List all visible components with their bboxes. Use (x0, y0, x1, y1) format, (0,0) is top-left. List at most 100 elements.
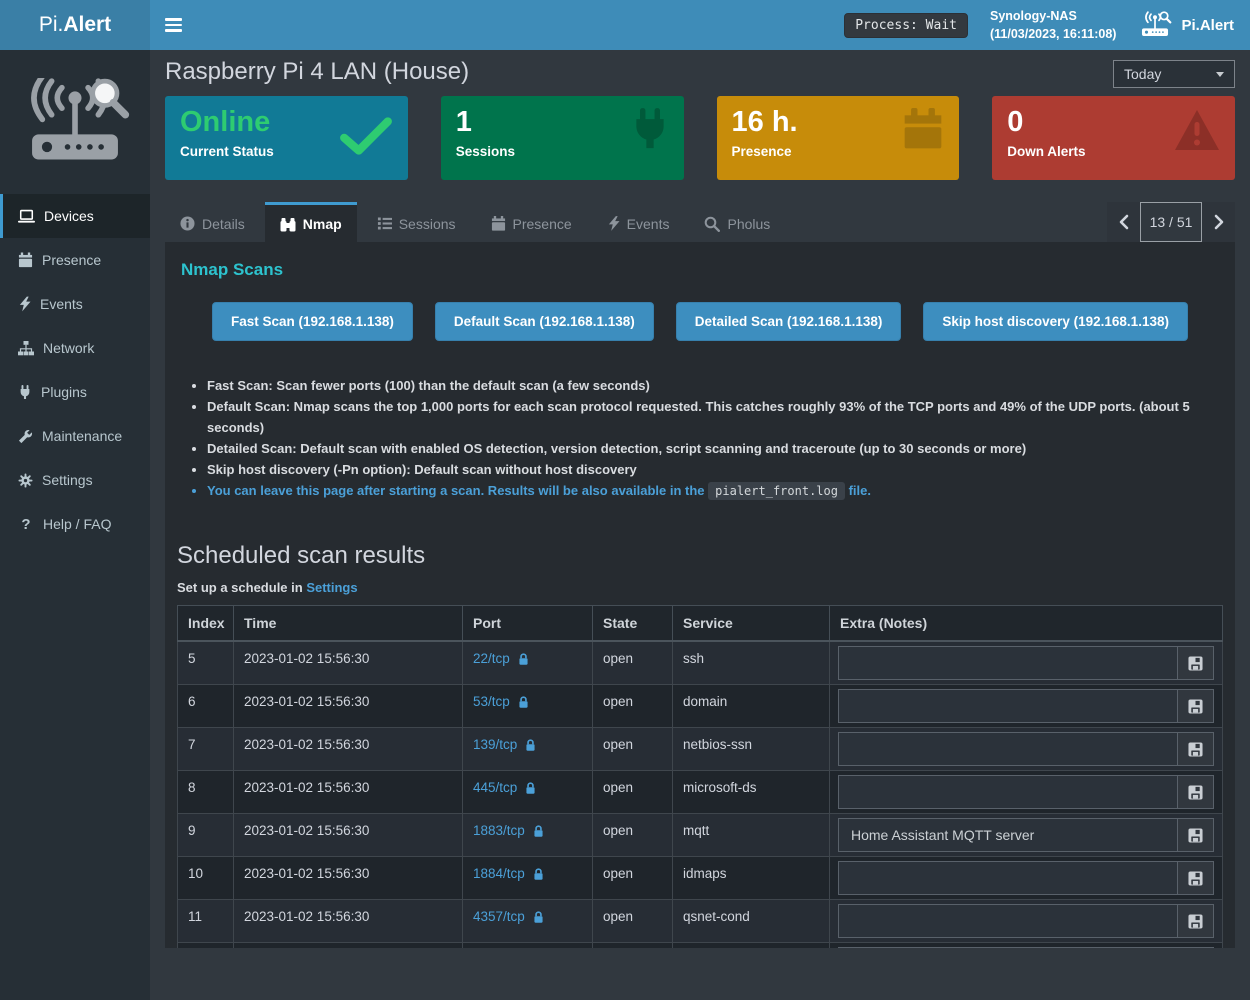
gear-icon (18, 472, 33, 488)
sidebar-item-devices[interactable]: Devices (0, 194, 150, 238)
sidebar-item-label: Maintenance (42, 428, 123, 444)
cell-time: 2023-01-02 15:56:30 (233, 684, 463, 728)
search-icon (705, 216, 721, 232)
pagination-position: 13 / 51 (1140, 202, 1202, 242)
port-link[interactable]: 53/tcp (473, 694, 530, 709)
sidebar-item-events[interactable]: Events (0, 282, 150, 326)
scan-note: Default Scan: Nmap scans the top 1,000 p… (207, 396, 1223, 438)
status-cards: Online Current Status 1 Sessions 16 h. P… (165, 96, 1235, 180)
port-link[interactable]: 1884/tcp (473, 866, 545, 881)
scheduled-results-title: Scheduled scan results (177, 542, 426, 569)
skip-host-discovery-button[interactable]: Skip host discovery (192.168.1.138) (923, 302, 1188, 341)
cell-index: 11 (177, 899, 234, 943)
cell-service: domain (672, 684, 830, 728)
cell-index: 12 (177, 942, 234, 948)
sidebar-item-maintenance[interactable]: Maintenance (0, 414, 150, 458)
cell-note (829, 813, 1223, 857)
save-note-button[interactable] (1177, 819, 1213, 851)
cell-index: 7 (177, 727, 234, 771)
device-tabs: Details Nmap Sessions Presence Events Ph… (165, 202, 1235, 242)
note-input[interactable] (839, 905, 1177, 937)
header-app-brand: Pi.Alert (1138, 10, 1234, 40)
calendar-icon (904, 108, 942, 149)
save-note-button[interactable] (1177, 690, 1213, 722)
port-link[interactable]: 22/tcp (473, 651, 530, 666)
note-input[interactable] (839, 733, 1177, 765)
note-input[interactable] (839, 776, 1177, 808)
save-note-button[interactable] (1177, 776, 1213, 808)
note-input[interactable] (839, 690, 1177, 722)
period-select[interactable]: Today (1113, 60, 1235, 88)
note-input[interactable] (839, 862, 1177, 894)
port-link[interactable]: 1883/tcp (473, 823, 545, 838)
card-current-status: Online Current Status (165, 96, 408, 180)
save-note-button[interactable] (1177, 862, 1213, 894)
fast-scan-button[interactable]: Fast Scan (192.168.1.138) (212, 302, 413, 341)
sidebar-item-presence[interactable]: Presence (0, 238, 150, 282)
lock-icon (526, 781, 535, 794)
binoculars-icon (280, 217, 296, 231)
cell-port: 4384/tcp (462, 942, 593, 948)
port-link[interactable]: 139/tcp (473, 737, 537, 752)
card-label: Current Status (180, 144, 274, 160)
card-value: 0 (1007, 106, 1024, 138)
log-hint-suffix: file. (844, 483, 871, 498)
note-input-group (838, 818, 1214, 852)
nas-timestamp: (11/03/2023, 16:11:08) (989, 27, 1117, 41)
sidebar-item-help[interactable]: ? Help / FAQ (0, 502, 150, 546)
cell-port: 22/tcp (462, 640, 593, 685)
cell-service: mqtt (672, 813, 830, 857)
tab-label: Sessions (398, 215, 456, 232)
sidebar-item-settings[interactable]: Settings (0, 458, 150, 502)
port-link[interactable]: 4357/tcp (473, 909, 545, 924)
table-header-row: Index Time Port State Service Extra (Not… (177, 605, 1223, 642)
nmap-tab-panel: Nmap Scans Fast Scan (192.168.1.138) Def… (165, 242, 1235, 948)
note-input[interactable] (839, 647, 1177, 679)
sidebar-item-label: Settings (42, 472, 93, 488)
note-input[interactable] (839, 819, 1177, 851)
prev-device-button[interactable] (1107, 202, 1140, 242)
tab-sessions[interactable]: Sessions (362, 202, 471, 242)
sidebar-item-plugins[interactable]: Plugins (0, 370, 150, 414)
save-icon (1188, 655, 1203, 671)
cell-time: 2023-01-02 15:56:30 (233, 856, 463, 900)
sidebar-menu: Devices Presence Events Network Plugins … (0, 194, 150, 546)
tab-events[interactable]: Events (592, 202, 685, 242)
cell-note (829, 942, 1223, 948)
save-note-button[interactable] (1177, 733, 1213, 765)
settings-link[interactable]: Settings (306, 580, 358, 595)
col-header-time: Time (233, 605, 463, 642)
tab-nmap[interactable]: Nmap (264, 202, 357, 242)
tab-presence[interactable]: Presence (476, 202, 587, 242)
next-device-button[interactable] (1202, 202, 1235, 242)
menu-icon[interactable] (150, 0, 196, 50)
sidebar-item-network[interactable]: Network (0, 326, 150, 370)
port-link[interactable]: 445/tcp (473, 780, 537, 795)
port-number: 53/tcp (473, 694, 510, 709)
default-scan-button[interactable]: Default Scan (192.168.1.138) (434, 302, 654, 341)
scan-notes: Fast Scan: Scan fewer ports (100) than t… (207, 375, 1223, 502)
brand-suffix: Alert (63, 13, 112, 36)
chevron-right-icon (1214, 214, 1223, 230)
detailed-scan-button[interactable]: Detailed Scan (192.168.1.138) (675, 302, 902, 341)
table-row: 5 2023-01-02 15:56:30 22/tcp open ssh (177, 640, 1223, 685)
table-row: 9 2023-01-02 15:56:30 1883/tcp open mqtt (177, 813, 1223, 857)
tab-details[interactable]: Details (165, 202, 260, 242)
sidebar-item-label: Help / FAQ (43, 516, 112, 532)
save-note-button[interactable] (1177, 905, 1213, 937)
save-icon (1188, 913, 1203, 929)
scan-note: Fast Scan: Scan fewer ports (100) than t… (207, 375, 1223, 396)
sidebar-item-label: Network (43, 340, 95, 356)
card-sessions: 1 Sessions (440, 96, 684, 180)
tab-pholus[interactable]: Pholus (689, 202, 785, 242)
top-header: Pi. Alert Process: Wait Synology-NAS (11/… (0, 0, 1250, 50)
note-input-group (838, 689, 1214, 723)
cell-service: ssh (672, 640, 830, 685)
app-logo[interactable]: Pi. Alert (0, 0, 150, 50)
sidebar-item-label: Devices (44, 208, 94, 224)
bolt-icon (608, 216, 620, 231)
port-number: 139/tcp (473, 737, 518, 752)
save-note-button[interactable] (1177, 647, 1213, 679)
note-input-group (838, 904, 1214, 938)
header-bar: Process: Wait Synology-NAS (11/03/2023, … (150, 0, 1250, 50)
